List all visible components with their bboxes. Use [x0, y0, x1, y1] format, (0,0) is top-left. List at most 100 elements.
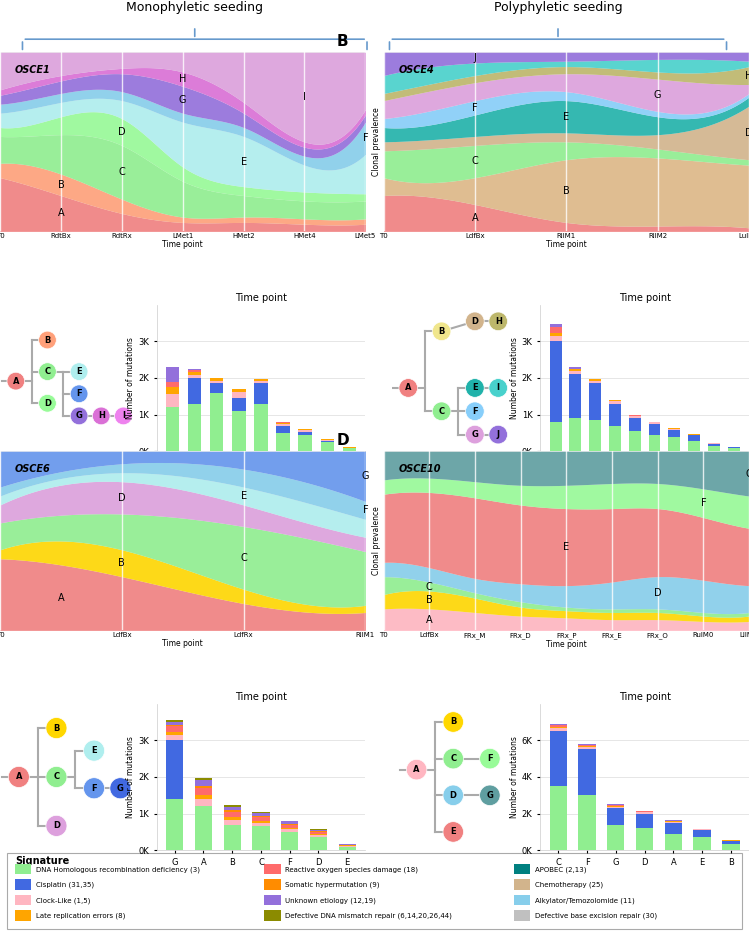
- Bar: [166, 726, 184, 732]
- Bar: [727, 447, 739, 449]
- Y-axis label: Clonal prevalence: Clonal prevalence: [372, 107, 380, 176]
- Text: F: F: [472, 407, 478, 416]
- Bar: [578, 748, 595, 749]
- Bar: [252, 812, 270, 814]
- Bar: [166, 407, 179, 452]
- Text: G: G: [117, 784, 124, 793]
- Bar: [276, 426, 290, 433]
- Bar: [550, 731, 567, 786]
- Text: B: B: [53, 723, 60, 733]
- Circle shape: [115, 407, 133, 425]
- Bar: [569, 369, 581, 371]
- Bar: [15, 879, 31, 890]
- Bar: [550, 786, 567, 850]
- Text: J: J: [473, 53, 476, 62]
- Bar: [609, 404, 621, 425]
- Circle shape: [83, 740, 105, 762]
- Bar: [665, 834, 682, 850]
- X-axis label: Time point: Time point: [546, 240, 586, 250]
- Title: Time point: Time point: [235, 292, 287, 303]
- Bar: [255, 404, 267, 452]
- Text: B: B: [118, 558, 125, 568]
- Bar: [727, 449, 739, 452]
- Text: A: A: [58, 593, 64, 602]
- Bar: [569, 368, 581, 369]
- Bar: [589, 420, 601, 452]
- Text: A: A: [16, 773, 22, 781]
- Text: OSCE10: OSCE10: [398, 464, 440, 474]
- Text: H: H: [495, 317, 502, 326]
- Circle shape: [39, 395, 56, 412]
- Bar: [281, 832, 298, 850]
- Bar: [609, 425, 621, 452]
- Text: H: H: [179, 74, 187, 85]
- Text: H: H: [98, 412, 105, 421]
- Text: Signature: Signature: [15, 856, 69, 866]
- Circle shape: [110, 777, 131, 799]
- Text: F: F: [700, 498, 706, 508]
- Circle shape: [443, 749, 464, 769]
- Bar: [166, 740, 184, 799]
- Bar: [224, 820, 241, 825]
- Bar: [550, 725, 567, 727]
- Bar: [276, 425, 290, 426]
- Bar: [224, 812, 241, 817]
- Bar: [310, 834, 327, 835]
- Bar: [668, 430, 680, 438]
- Text: B: B: [44, 335, 51, 344]
- Text: C: C: [450, 754, 456, 763]
- Text: E: E: [76, 367, 82, 376]
- Text: A: A: [13, 377, 19, 385]
- Bar: [264, 895, 281, 905]
- Bar: [195, 788, 212, 795]
- Bar: [688, 436, 700, 441]
- Bar: [224, 825, 241, 850]
- Circle shape: [443, 711, 464, 733]
- Bar: [15, 895, 31, 905]
- Text: E: E: [563, 112, 569, 122]
- Bar: [255, 384, 267, 404]
- Bar: [607, 825, 625, 850]
- Bar: [299, 435, 312, 452]
- Bar: [195, 778, 212, 780]
- Text: G: G: [362, 471, 369, 481]
- Bar: [232, 389, 246, 392]
- Text: F: F: [363, 506, 369, 516]
- Text: F: F: [76, 389, 82, 398]
- Bar: [550, 728, 567, 731]
- Bar: [188, 375, 201, 378]
- Text: Clock-Like (1,5): Clock-Like (1,5): [36, 897, 91, 904]
- Bar: [321, 442, 334, 452]
- Bar: [210, 381, 223, 384]
- Y-axis label: Number of mutations: Number of mutations: [127, 736, 136, 818]
- Bar: [166, 735, 184, 740]
- Circle shape: [70, 407, 88, 425]
- Text: D: D: [471, 317, 479, 326]
- Bar: [550, 723, 567, 725]
- Text: E: E: [563, 542, 569, 552]
- Bar: [514, 879, 530, 890]
- Text: I: I: [497, 384, 500, 393]
- Circle shape: [70, 385, 88, 402]
- Title: Time point: Time point: [235, 692, 287, 702]
- Bar: [299, 429, 312, 432]
- Circle shape: [8, 766, 29, 788]
- Circle shape: [432, 402, 451, 421]
- Text: D: D: [53, 821, 60, 830]
- Bar: [578, 749, 595, 795]
- Bar: [224, 805, 241, 806]
- Text: E: E: [240, 492, 246, 501]
- Circle shape: [432, 322, 451, 341]
- Bar: [281, 828, 298, 829]
- Bar: [694, 837, 711, 850]
- Text: B: B: [438, 327, 445, 336]
- Bar: [281, 825, 298, 828]
- Bar: [569, 418, 581, 452]
- Bar: [569, 374, 581, 418]
- Circle shape: [466, 312, 484, 331]
- Circle shape: [39, 363, 56, 381]
- Bar: [210, 378, 223, 381]
- Bar: [607, 806, 625, 808]
- Bar: [609, 400, 621, 401]
- Bar: [188, 369, 201, 371]
